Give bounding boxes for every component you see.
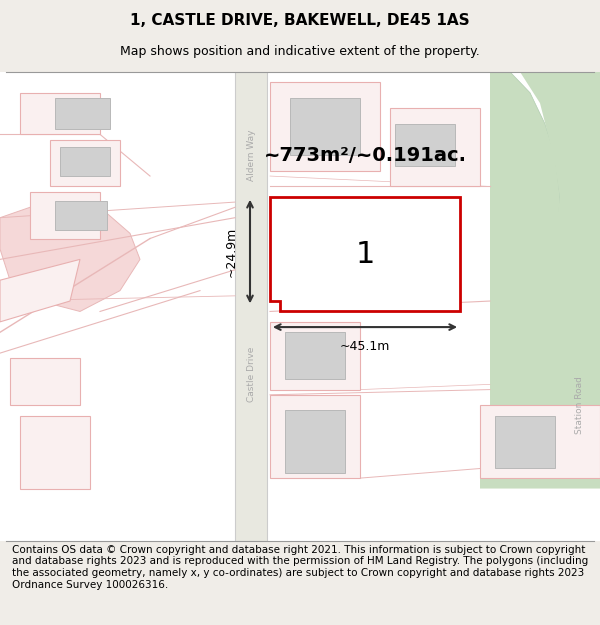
Polygon shape: [270, 322, 360, 389]
Polygon shape: [10, 358, 80, 405]
Bar: [55, 201, 107, 230]
Bar: [395, 124, 455, 166]
Polygon shape: [20, 416, 90, 489]
Text: ~773m²/~0.191ac.: ~773m²/~0.191ac.: [263, 146, 467, 165]
Polygon shape: [0, 259, 80, 322]
Polygon shape: [270, 197, 460, 311]
Bar: [285, 332, 345, 379]
Polygon shape: [490, 72, 560, 436]
Text: Castle Drive: Castle Drive: [247, 346, 256, 402]
Polygon shape: [30, 192, 100, 239]
Bar: [235, 72, 267, 541]
Polygon shape: [480, 72, 600, 489]
Text: 1: 1: [355, 239, 374, 269]
Polygon shape: [270, 82, 380, 171]
Bar: [495, 416, 555, 468]
Text: ~24.9m: ~24.9m: [225, 226, 238, 277]
Text: Contains OS data © Crown copyright and database right 2021. This information is : Contains OS data © Crown copyright and d…: [12, 545, 588, 589]
Bar: [290, 98, 360, 155]
Polygon shape: [0, 197, 140, 311]
Polygon shape: [390, 108, 480, 186]
Text: ~45.1m: ~45.1m: [340, 339, 390, 352]
Text: Aldern Way: Aldern Way: [247, 129, 256, 181]
Bar: [60, 147, 110, 176]
Polygon shape: [50, 139, 120, 186]
Text: 1, CASTLE DRIVE, BAKEWELL, DE45 1AS: 1, CASTLE DRIVE, BAKEWELL, DE45 1AS: [130, 12, 470, 28]
Text: Station Road: Station Road: [575, 376, 584, 434]
Bar: [55, 98, 110, 129]
Text: Map shows position and indicative extent of the property.: Map shows position and indicative extent…: [120, 45, 480, 58]
Bar: [285, 411, 345, 473]
Polygon shape: [270, 395, 360, 478]
Polygon shape: [20, 92, 100, 134]
Polygon shape: [480, 405, 600, 478]
